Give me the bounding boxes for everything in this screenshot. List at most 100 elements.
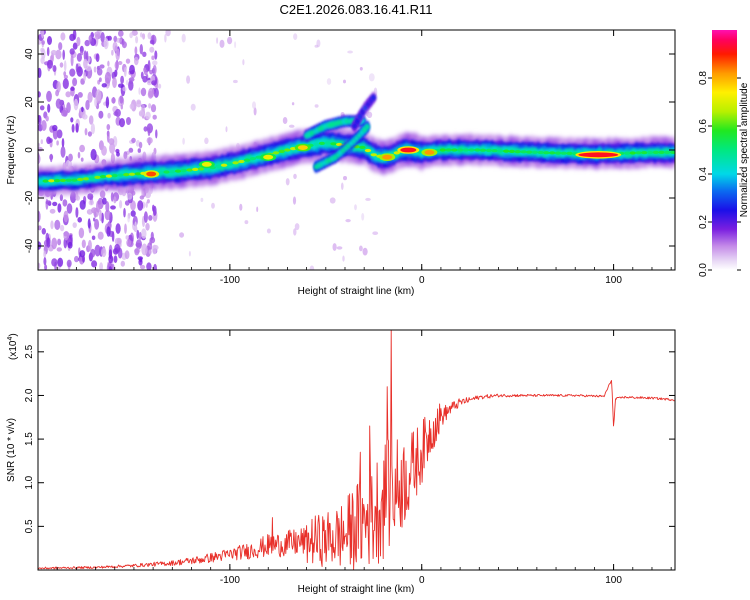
ridge-core-blob xyxy=(456,148,464,152)
ridge-core-blob xyxy=(290,147,297,151)
snr-xlabel: Height of straight line (km) xyxy=(298,584,415,595)
ridge-core-blob xyxy=(324,141,331,145)
spectrogram-speckle xyxy=(96,68,103,76)
spectrogram-speckle xyxy=(56,81,61,93)
spectrogram-speckle xyxy=(253,107,257,116)
spectrogram-speckle xyxy=(38,142,41,148)
ridge-core-blob xyxy=(180,168,187,173)
spectrogram-branch xyxy=(304,114,366,142)
ridge-core-blob xyxy=(503,149,510,153)
spectrogram-speckle xyxy=(101,247,107,258)
spectrogram-speckle xyxy=(135,239,142,250)
spectrogram-speckle xyxy=(158,83,162,89)
ridge-core-blob xyxy=(272,151,280,155)
spectrogram-speckle xyxy=(97,200,102,205)
spectrogram-speckle xyxy=(285,178,290,186)
ridge-core-blob xyxy=(474,148,481,152)
ridge-core-blob xyxy=(439,148,446,152)
snr-line xyxy=(38,330,675,570)
spectrogram-speckle xyxy=(129,103,134,110)
ridge-core-blob xyxy=(526,150,533,154)
spectrogram-speckle xyxy=(141,243,148,256)
spectrogram-speckle xyxy=(111,49,114,56)
spectrogram-speckle xyxy=(107,35,112,41)
spectrogram-speckle xyxy=(148,87,155,98)
spectrogram-speckle xyxy=(149,46,155,53)
spectrogram-xtick-label: 0 xyxy=(419,275,425,286)
spectrogram-speckle xyxy=(114,61,120,70)
spectrogram-ridge xyxy=(38,91,675,198)
ridge-core-blob xyxy=(192,167,199,171)
snr-ytick-label: 1.0 xyxy=(24,475,35,489)
snr-plot xyxy=(38,330,675,570)
spectrogram-speckle xyxy=(43,250,47,258)
spectrogram-speckle xyxy=(110,205,116,210)
spectrogram-speckle xyxy=(120,75,124,85)
spectrogram-speckle xyxy=(88,199,95,206)
spectrogram-speckle xyxy=(49,208,56,214)
spectrogram-speckle xyxy=(164,33,167,43)
ridge-core-blob xyxy=(462,148,470,152)
branch-blob xyxy=(360,109,365,115)
spectrogram-ytick-label: 40 xyxy=(24,48,35,60)
ridge-core-blob xyxy=(664,150,671,154)
spectrogram-speckle xyxy=(293,228,297,236)
ridge-core-blob xyxy=(42,179,49,183)
spectrogram-speckle xyxy=(233,79,238,84)
spectrogram-speckle xyxy=(88,35,93,43)
spectrogram-speckle xyxy=(91,260,98,268)
spectrogram-speckle xyxy=(81,106,84,113)
spectrogram-speckle xyxy=(326,78,332,85)
spectrogram-ylabel: Frequency (Hz) xyxy=(6,116,17,185)
spectrogram-speckle xyxy=(66,259,72,268)
spectrogram-speckle xyxy=(124,223,127,234)
spectrogram-speckle xyxy=(45,200,52,205)
colorbar-ticks: 0.0 0.2 0.4 0.6 0.8 xyxy=(698,71,741,277)
branch-blob xyxy=(371,95,376,101)
hotspot xyxy=(424,150,435,155)
ridge-core-blob xyxy=(531,150,539,154)
ridge-core-blob xyxy=(226,162,234,166)
spectrogram-speckle xyxy=(97,231,104,240)
snr-ticks: -100 0 100 0.5 1.0 1.5 2.0 2.5 xyxy=(24,330,675,586)
spectrogram-speckle xyxy=(127,215,130,223)
ridge-core-blob xyxy=(646,150,654,155)
ridge-core-blob xyxy=(629,151,636,155)
snr-xtick-label: -100 xyxy=(220,575,240,586)
spectrogram-speckle xyxy=(54,219,61,230)
spectrogram-speckle xyxy=(70,54,74,67)
spectrogram-speckle xyxy=(60,146,66,158)
spectrogram-speckle xyxy=(239,203,243,211)
spectrogram-speckle xyxy=(137,148,141,153)
spectrogram-speckle xyxy=(182,137,185,145)
spectrogram-speckle xyxy=(87,209,92,215)
spectrogram-speckle xyxy=(130,200,136,211)
spectrogram-speckle xyxy=(83,58,88,69)
spectrogram-speckle xyxy=(361,213,365,221)
spectrogram-speckle xyxy=(77,92,83,98)
spectrogram-speckle xyxy=(123,66,127,77)
spectrogram-speckle xyxy=(94,244,101,257)
spectrogram-speckle xyxy=(359,245,363,252)
spectrogram-speckle xyxy=(109,142,116,154)
spectrogram-speckle xyxy=(368,73,375,82)
spectrogram-speckle xyxy=(116,237,123,245)
spectrogram-speckle xyxy=(138,231,142,240)
ridge-core-blob xyxy=(445,148,452,152)
spectrogram-speckle xyxy=(107,60,110,67)
spectrogram-speckle xyxy=(68,153,73,162)
ridge-core-blob xyxy=(157,170,164,174)
ridge-core-blob xyxy=(468,148,475,152)
spectrogram-speckle xyxy=(70,86,75,91)
spectrogram-speckle xyxy=(55,49,62,60)
spectrogram-speckle xyxy=(152,114,157,120)
spectrogram-speckle xyxy=(84,128,88,136)
spectrogram-speckle xyxy=(94,97,98,107)
spectrogram-speckle xyxy=(345,219,351,223)
spectrogram-speckle xyxy=(57,257,64,267)
spectrogram-speckle xyxy=(186,75,191,84)
ridge-core-blob xyxy=(514,150,521,154)
ridge-core-blob xyxy=(59,178,67,182)
spectrogram-speckle xyxy=(102,197,107,205)
